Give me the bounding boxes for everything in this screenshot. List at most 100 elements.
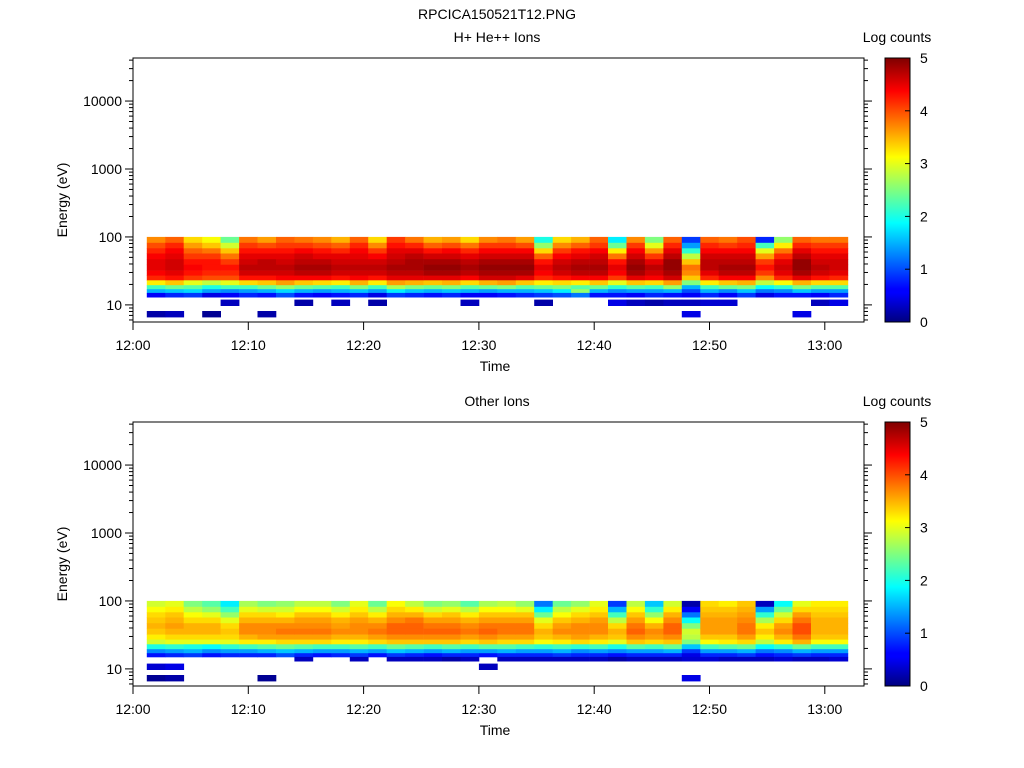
spectrogram-cell bbox=[608, 612, 627, 618]
spectrogram-cell bbox=[386, 253, 406, 260]
spectrogram-cell bbox=[294, 259, 314, 266]
spectrogram-cell bbox=[368, 634, 387, 640]
spectrogram-cell bbox=[368, 264, 387, 271]
spectrogram-cell bbox=[552, 644, 572, 650]
spectrogram-cell bbox=[811, 292, 830, 298]
spectrogram-cell bbox=[737, 649, 756, 654]
spectrogram-cell bbox=[442, 253, 461, 260]
spectrogram-cell bbox=[811, 236, 830, 244]
spectrogram-cell bbox=[349, 280, 369, 286]
spectrogram-cell bbox=[552, 656, 572, 662]
spectrogram-cell bbox=[368, 606, 387, 613]
spectrogram-cell bbox=[497, 653, 517, 658]
spectrogram-cell bbox=[774, 653, 793, 658]
spectrogram-cell bbox=[405, 606, 424, 613]
spectrogram-cell bbox=[811, 242, 830, 249]
spectrogram-cell bbox=[183, 253, 203, 260]
spectrogram-cell bbox=[202, 289, 221, 294]
spectrogram-cell bbox=[571, 606, 590, 613]
spectrogram-cell bbox=[312, 270, 332, 276]
spectrogram-cell bbox=[405, 649, 424, 654]
spectrogram-cell bbox=[755, 600, 775, 608]
spectrogram-cell bbox=[202, 639, 221, 645]
spectrogram-cell bbox=[644, 656, 664, 662]
spectrogram-cell bbox=[589, 264, 609, 271]
y-tick-label: 10 bbox=[106, 661, 122, 677]
spectrogram-cell bbox=[681, 236, 701, 244]
spectrogram-cell bbox=[718, 606, 738, 613]
spectrogram-cell bbox=[478, 280, 498, 286]
spectrogram-cell bbox=[312, 280, 332, 286]
plot-frame bbox=[132, 421, 865, 687]
spectrogram-cell bbox=[792, 656, 812, 662]
spectrogram-cell bbox=[755, 606, 775, 613]
x-tick-label: 12:50 bbox=[692, 701, 727, 717]
spectrogram-cell bbox=[257, 617, 277, 624]
spectrogram-cell bbox=[276, 236, 295, 244]
spectrogram-cell bbox=[534, 606, 553, 613]
spectrogram-cell bbox=[423, 253, 443, 260]
spectrogram-cell bbox=[257, 236, 277, 244]
spectrogram-cell bbox=[276, 644, 295, 650]
spectrogram-cell bbox=[534, 275, 553, 281]
spectrogram-cell bbox=[294, 606, 314, 613]
spectrogram-cell bbox=[829, 264, 849, 271]
spectrogram-cell bbox=[349, 600, 369, 608]
spectrogram-cell bbox=[146, 612, 166, 618]
spectrogram-cell bbox=[349, 270, 369, 276]
spectrogram-cell bbox=[294, 253, 314, 260]
spectrogram-cell bbox=[239, 253, 258, 260]
spectrogram-cell bbox=[239, 612, 258, 618]
spectrogram-cell bbox=[442, 628, 461, 635]
spectrogram-cell bbox=[220, 289, 240, 294]
spectrogram-cell bbox=[276, 653, 295, 658]
spectrogram-cell bbox=[829, 259, 849, 266]
spectrogram-cell bbox=[276, 264, 295, 271]
spectrogram-cell bbox=[663, 623, 683, 630]
spectrogram-cell bbox=[165, 606, 185, 613]
spectrogram-cell bbox=[774, 275, 793, 281]
spectrogram-cell bbox=[829, 623, 849, 630]
spectrogram-cell bbox=[515, 612, 535, 618]
spectrogram-cell bbox=[331, 639, 351, 645]
spectrogram-cell bbox=[497, 270, 517, 276]
spectrogram-cell bbox=[811, 617, 830, 624]
spectrogram-cell bbox=[571, 259, 590, 266]
spectrogram-cell bbox=[368, 612, 387, 618]
spectrogram-cell bbox=[774, 292, 793, 298]
spectrogram-cell bbox=[165, 639, 185, 645]
spectrogram-cell bbox=[626, 253, 646, 260]
spectrogram-cell bbox=[700, 289, 720, 294]
spectrogram-cell bbox=[257, 280, 277, 286]
spectrogram-cell bbox=[386, 628, 406, 635]
spectrogram-cell bbox=[349, 236, 369, 244]
spectrogram-cell bbox=[792, 606, 812, 613]
x-axis-label: Time bbox=[480, 722, 511, 738]
spectrogram-cell bbox=[239, 280, 258, 286]
spectrogram-cell bbox=[829, 600, 849, 608]
spectrogram-cell bbox=[202, 644, 221, 650]
spectrogram-cell bbox=[312, 623, 332, 630]
spectrogram-cell bbox=[534, 644, 553, 650]
spectrogram-cell bbox=[755, 623, 775, 630]
spectrogram-cell bbox=[202, 617, 221, 624]
spectrogram-cell bbox=[737, 623, 756, 630]
colorbar-tick-label: 4 bbox=[920, 467, 928, 483]
spectrogram-cell bbox=[165, 280, 185, 286]
spectrogram-cell bbox=[571, 623, 590, 630]
spectrogram-cell bbox=[644, 623, 664, 630]
colorbar-tick-label: 3 bbox=[920, 520, 928, 536]
spectrogram-cell bbox=[220, 280, 240, 286]
spectrogram-cell bbox=[663, 270, 683, 276]
spectrogram-cell bbox=[460, 634, 480, 640]
spectrogram-cell bbox=[220, 264, 240, 271]
spectrogram-cell bbox=[718, 270, 738, 276]
spectrogram-cell bbox=[589, 656, 609, 662]
spectrogram-cell bbox=[460, 600, 480, 608]
spectrogram-cell bbox=[331, 634, 351, 640]
spectrogram-cell bbox=[294, 600, 314, 608]
spectrogram-cell bbox=[146, 653, 166, 658]
spectrogram-cell bbox=[497, 649, 517, 654]
spectrogram-cell bbox=[626, 248, 646, 254]
spectrogram-cell bbox=[183, 634, 203, 640]
